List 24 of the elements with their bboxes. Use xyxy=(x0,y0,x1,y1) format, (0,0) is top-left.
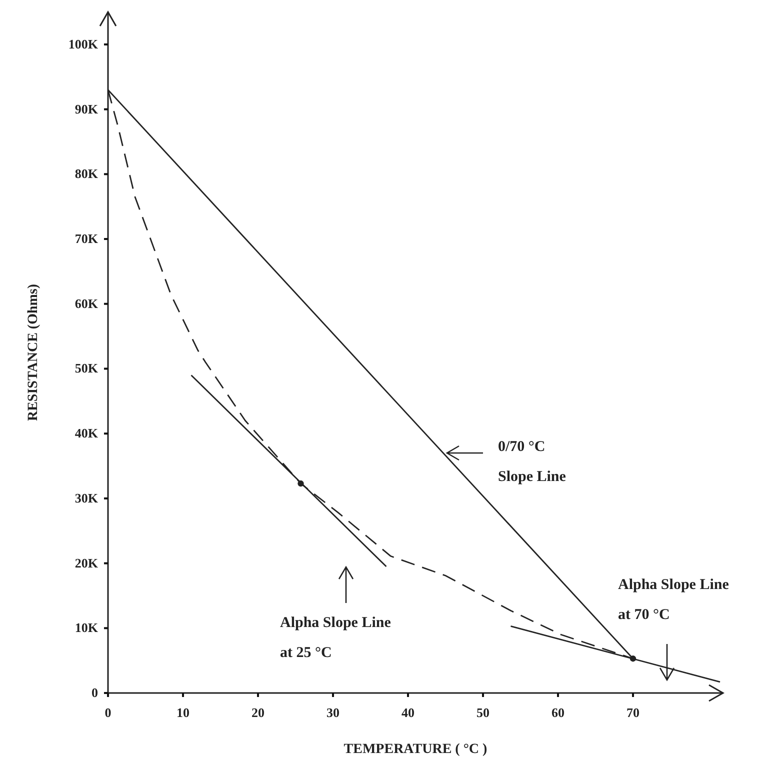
annotation: Alpha Slope Line at 25 °C xyxy=(280,614,391,663)
y-tick-label: 30K xyxy=(74,490,99,506)
y-axis-title: RESISTANCE (Ohms) xyxy=(26,284,41,422)
x-tick-label: 40 xyxy=(402,705,414,720)
y-tick-label: 10K xyxy=(74,620,99,636)
x-tick-label: 0 xyxy=(104,705,112,720)
x-tick-label: 20 xyxy=(252,705,264,720)
x-tick-label: 70 xyxy=(626,705,640,720)
x-axis-title: TEMPERATURE ( °C ) xyxy=(344,742,488,757)
x-tick-label: 30 xyxy=(326,705,340,720)
y-tick-label: 70K xyxy=(74,231,99,246)
y-tick-label: 60K xyxy=(74,296,99,311)
annotation: Alpha Slope Line at 70 °C xyxy=(618,576,729,625)
y-tick-label: 50K xyxy=(74,360,99,376)
x-tick-label: 60 xyxy=(552,705,564,720)
y-tick-label: 80K xyxy=(74,166,99,182)
annotation: 0/70 °C Slope Line xyxy=(498,438,566,487)
y-tick-label: 90K xyxy=(74,101,99,116)
y-tick-label: 100K xyxy=(68,36,99,52)
y-tick-label: 40K xyxy=(74,426,99,441)
x-tick-label: 50 xyxy=(476,705,490,720)
x-tick-label: 10 xyxy=(176,705,190,720)
y-tick-label: 0 xyxy=(92,685,98,700)
y-tick-label: 20K xyxy=(74,555,99,570)
